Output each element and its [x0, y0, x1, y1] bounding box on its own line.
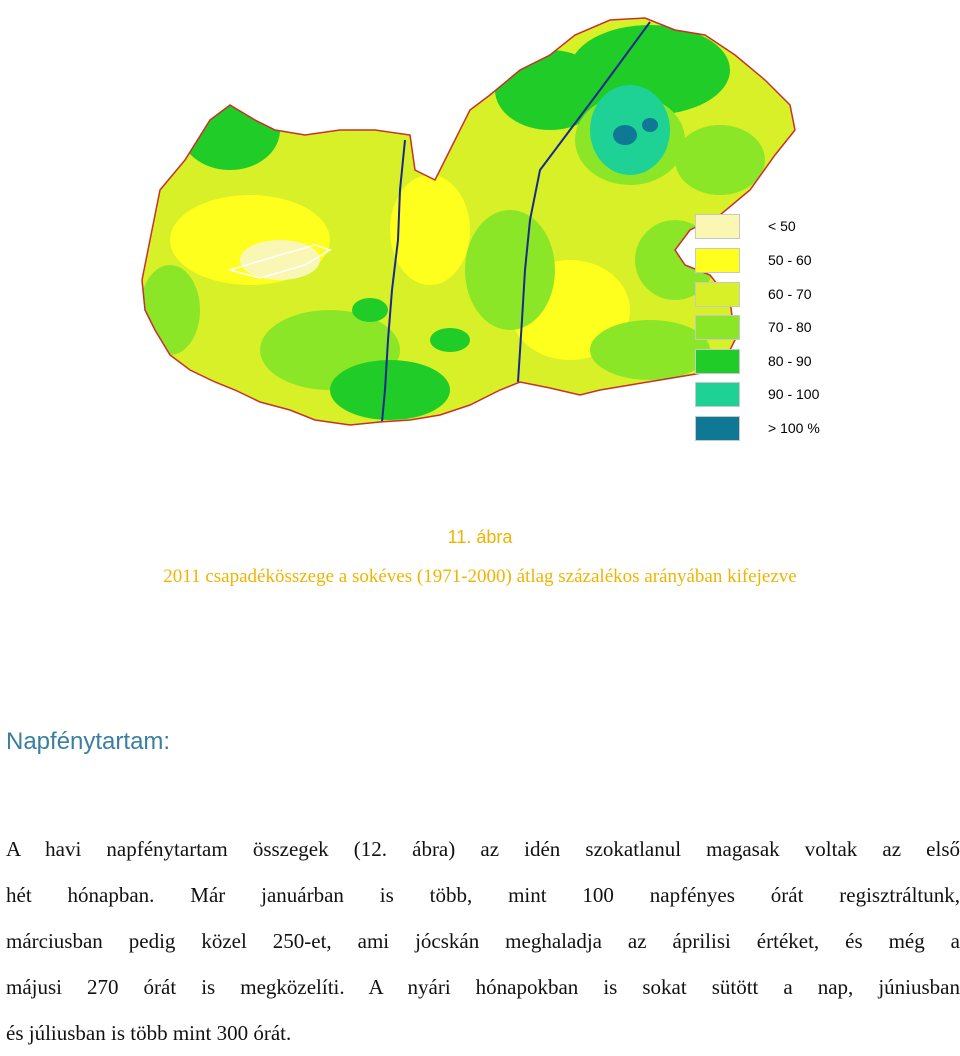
danube-river: [381, 139, 406, 423]
legend-swatch: [695, 282, 740, 307]
legend-item: 80 - 90: [695, 349, 855, 376]
paragraph-line: márciusban pedig közel 250-et, ami jócsk…: [6, 929, 960, 953]
legend-label: 70 - 80: [768, 319, 812, 335]
legend-item: 70 - 80: [695, 315, 855, 342]
legend-label: > 100 %: [768, 420, 820, 436]
legend-swatch: [695, 416, 740, 441]
legend-item: < 50: [695, 214, 855, 241]
legend-item: 90 - 100: [695, 382, 855, 409]
figure-caption: 2011 csapadékösszege a sokéves (1971-200…: [163, 566, 797, 587]
paragraph-line: májusi 270 órát is megközelíti. A nyári …: [6, 975, 960, 999]
precipitation-map: [130, 10, 850, 450]
legend-swatch: [695, 248, 740, 273]
legend-label: < 50: [768, 218, 796, 234]
legend-item: > 100 %: [695, 416, 855, 443]
paragraph-line: és júliusban is több mint 300 órát.: [6, 1021, 292, 1045]
legend-label: 80 - 90: [768, 353, 812, 369]
legend-swatch: [695, 315, 740, 340]
figure-number: 11. ábra: [447, 527, 513, 547]
legend-swatch: [695, 214, 740, 239]
section-heading: Napfénytartam:: [6, 728, 171, 755]
legend-item: 60 - 70: [695, 282, 855, 309]
legend-item: 50 - 60: [695, 248, 855, 275]
hungary-map-graphic: [141, 17, 796, 426]
legend-swatch: [695, 349, 740, 374]
legend-label: 60 - 70: [768, 286, 812, 302]
map-color-zones: [142, 25, 765, 420]
paragraph-line: hét hónapban. Már januárban is több, min…: [6, 883, 960, 907]
legend-label: 50 - 60: [768, 252, 812, 268]
tisza-river: [517, 21, 651, 383]
legend-swatch: [695, 382, 740, 407]
body-paragraph: A havi napfénytartam összegek (12. ábra)…: [6, 826, 960, 1056]
paragraph-line: A havi napfénytartam összegek (12. ábra)…: [6, 837, 960, 861]
lake-balaton: [227, 244, 332, 279]
legend-label: 90 - 100: [768, 386, 820, 402]
